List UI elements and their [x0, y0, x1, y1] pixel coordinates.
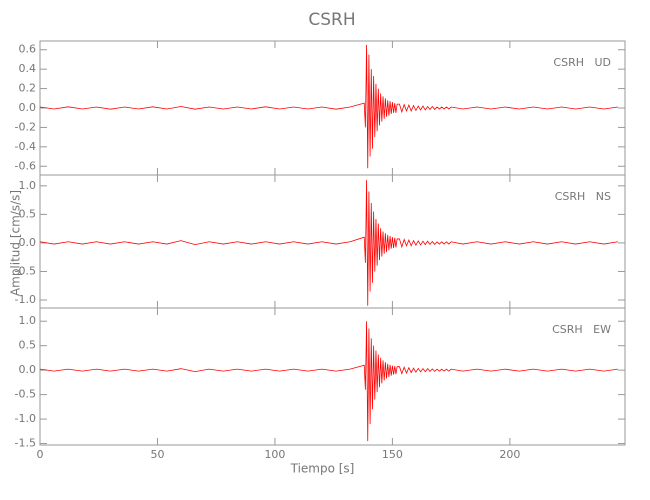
y-axis-label: Amplitud [cm/s/s]	[9, 190, 23, 296]
waveform	[39, 321, 619, 442]
y-tick-label: 0.6	[19, 43, 37, 56]
y-tick-label: 0.2	[19, 82, 37, 95]
y-tick-label: 0.5	[19, 207, 37, 220]
x-tick-label: 0	[37, 448, 44, 461]
x-tick-label: 50	[150, 448, 164, 461]
y-tick-label: -1.0	[15, 412, 36, 425]
y-tick-label: -0.5	[15, 264, 36, 277]
x-axis-label: Tiempo [s]	[290, 462, 355, 476]
y-tick-label: -0.4	[15, 140, 36, 153]
y-tick-label: -0.5	[15, 388, 36, 401]
waveform	[39, 180, 619, 306]
panel-label: CSRH UD	[553, 56, 611, 69]
x-tick-label: 200	[499, 448, 520, 461]
panel-label: CSRH EW	[552, 323, 611, 336]
x-tick-label: 150	[382, 448, 403, 461]
x-tick-label: 100	[264, 448, 285, 461]
y-tick-label: -1.0	[15, 293, 36, 306]
y-tick-label: 0.5	[19, 339, 37, 352]
y-tick-label: 0.0	[19, 101, 37, 114]
y-tick-label: 1.0	[19, 179, 37, 192]
panel-label: CSRH NS	[555, 190, 611, 203]
y-tick-label: 0.0	[19, 236, 37, 249]
y-tick-label: -0.2	[15, 120, 36, 133]
y-tick-label: 0.4	[19, 62, 37, 75]
y-tick-label: -1.5	[15, 437, 36, 450]
panel-frame	[39, 40, 626, 176]
panel-frame	[39, 174, 626, 309]
y-tick-label: 0.0	[19, 363, 37, 376]
waveform	[39, 44, 619, 169]
figure-title: CSRH	[308, 10, 355, 30]
panel-frame	[39, 307, 626, 446]
y-tick-label: 1.0	[19, 314, 37, 327]
y-tick-label: -0.6	[15, 159, 36, 172]
